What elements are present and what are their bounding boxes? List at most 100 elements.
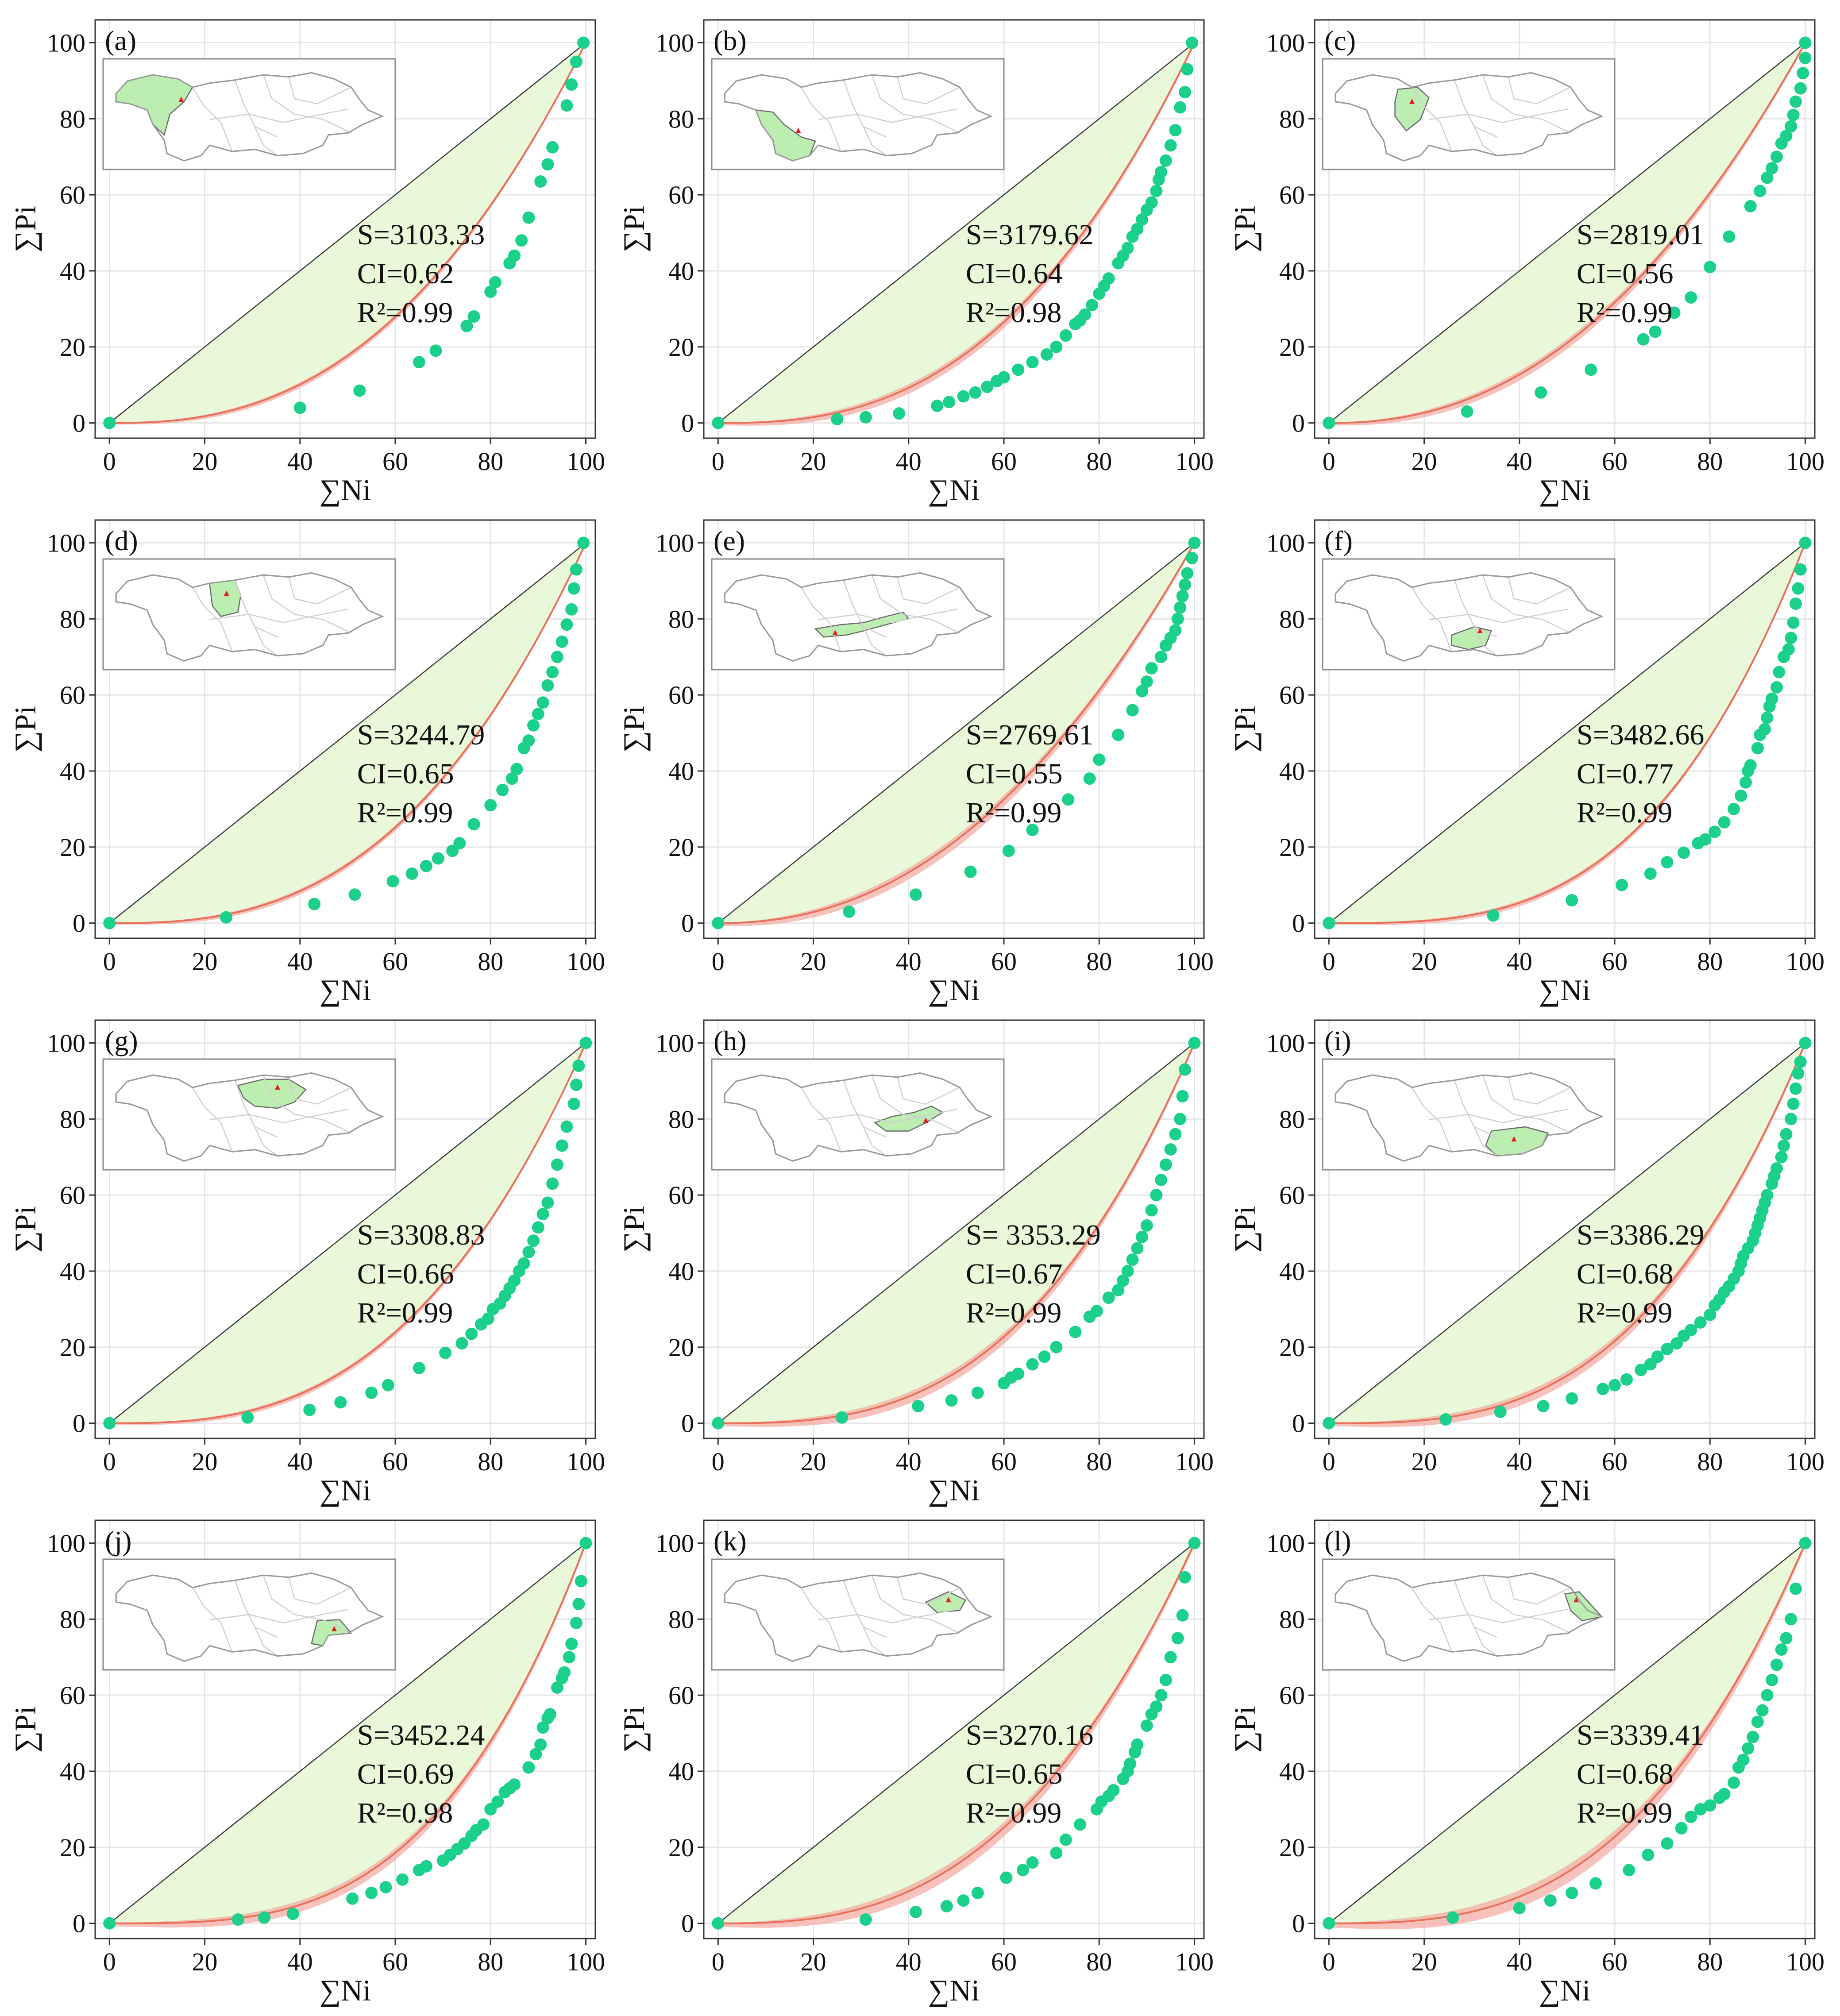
data-point — [1083, 772, 1096, 785]
data-point — [570, 563, 582, 576]
panel-label: (h) — [714, 1025, 747, 1056]
data-point — [1770, 150, 1783, 163]
x-tick-label: 60 — [1602, 1947, 1628, 1976]
data-point — [517, 1257, 530, 1270]
data-point — [1038, 1350, 1051, 1363]
data-point — [1159, 154, 1172, 167]
data-point — [1770, 1658, 1783, 1671]
stat-s: S=3386.29 — [1577, 1219, 1704, 1251]
data-point — [567, 1098, 580, 1110]
data-point — [969, 386, 982, 399]
y-axis-title: ∑Pi — [617, 1206, 651, 1253]
data-point — [893, 407, 906, 420]
panel-label: (b) — [714, 25, 747, 56]
data-point — [1785, 632, 1798, 644]
stat-ci: CI=0.77 — [1577, 758, 1674, 790]
data-point — [293, 401, 306, 414]
x-tick-label: 80 — [478, 947, 503, 976]
x-axis-title: ∑Ni — [320, 973, 371, 1007]
y-axis-title: ∑Pi — [8, 1206, 42, 1253]
stat-s: S=3244.79 — [357, 719, 485, 751]
data-point — [1789, 95, 1802, 108]
data-point — [1178, 86, 1191, 99]
subbasin-boundary — [192, 587, 233, 652]
y-tick-label: 80 — [668, 104, 694, 133]
subbasin-boundary — [209, 609, 349, 624]
basin-border — [1335, 1072, 1604, 1162]
x-tick-label: 20 — [801, 1447, 826, 1476]
stat-ci: CI=0.62 — [357, 258, 454, 290]
data-point — [1140, 1719, 1153, 1732]
data-point — [1747, 1731, 1759, 1743]
data-point — [477, 1818, 490, 1831]
data-point — [1792, 1067, 1805, 1080]
x-tick-label: 100 — [1786, 1947, 1825, 1976]
data-point — [831, 413, 844, 426]
data-point — [560, 99, 573, 112]
stat-ci: CI=0.66 — [357, 1258, 454, 1290]
data-point — [981, 381, 994, 393]
subbasin-boundary — [843, 1080, 887, 1138]
data-point — [1794, 82, 1807, 95]
data-point — [1770, 681, 1783, 694]
data-point — [1059, 1833, 1072, 1846]
subbasin-boundary — [818, 108, 957, 123]
data-point — [303, 1403, 316, 1416]
data-point — [1323, 416, 1335, 429]
y-tick-label: 60 — [668, 1181, 694, 1210]
basin-border — [724, 572, 993, 662]
data-point — [570, 1079, 582, 1091]
x-tick-label: 0 — [712, 1447, 725, 1476]
data-point — [482, 1312, 494, 1325]
y-axis-title: ∑Pi — [8, 206, 42, 252]
data-point — [348, 888, 361, 901]
data-point — [1761, 1689, 1774, 1702]
y-tick-label: 100 — [1266, 1029, 1305, 1058]
station-marker-icon — [224, 590, 229, 596]
y-tick-label: 100 — [656, 529, 694, 558]
data-point — [286, 1908, 299, 1920]
data-point — [1050, 1341, 1063, 1353]
subbasin-boundary — [254, 126, 278, 156]
y-tick-label: 0 — [73, 1909, 85, 1938]
data-point — [365, 1386, 378, 1399]
data-point — [1513, 1902, 1526, 1915]
data-point — [420, 860, 432, 872]
y-tick-label: 20 — [1279, 333, 1305, 362]
x-axis-title: ∑Ni — [320, 473, 371, 507]
fit-curve — [1329, 1042, 1806, 1424]
y-tick-label: 20 — [668, 1833, 694, 1862]
x-tick-label: 60 — [1602, 947, 1628, 976]
x-tick-label: 80 — [478, 447, 503, 476]
data-point — [496, 783, 509, 796]
data-point — [522, 211, 535, 224]
y-tick-label: 60 — [60, 1681, 85, 1710]
data-point — [1181, 567, 1194, 580]
subbasin-boundary — [1482, 574, 1571, 634]
subbasin-boundary — [262, 574, 351, 634]
data-point — [1140, 675, 1153, 688]
x-tick-label: 40 — [1507, 1947, 1532, 1976]
inset-map — [102, 1058, 396, 1171]
plot-frame — [94, 519, 596, 939]
subbasin-boundary — [288, 77, 351, 104]
panel-g: 0 20 40 60 80 100 0 20 40 60 80 100 ∑Ni ∑Pi (g) S=3308.… — [8, 1019, 605, 1507]
data-point — [1155, 1173, 1168, 1186]
data-point — [396, 1873, 409, 1886]
data-point — [1178, 578, 1191, 591]
subbasin-boundary — [262, 1075, 351, 1134]
subbasin-boundary — [234, 580, 278, 638]
data-point — [429, 344, 442, 357]
data-point — [529, 1748, 542, 1761]
data-point — [1637, 333, 1650, 346]
x-tick-label: 40 — [896, 447, 922, 476]
y-tick-label: 20 — [60, 1833, 85, 1862]
data-point — [1766, 692, 1778, 705]
data-point — [1131, 223, 1144, 235]
subbasin-boundary — [871, 1575, 960, 1634]
data-point — [1675, 1822, 1688, 1835]
x-tick-label: 0 — [1323, 947, 1335, 976]
data-point — [546, 1177, 559, 1190]
panel-label: (e) — [714, 525, 745, 556]
x-tick-label: 60 — [382, 1447, 408, 1476]
